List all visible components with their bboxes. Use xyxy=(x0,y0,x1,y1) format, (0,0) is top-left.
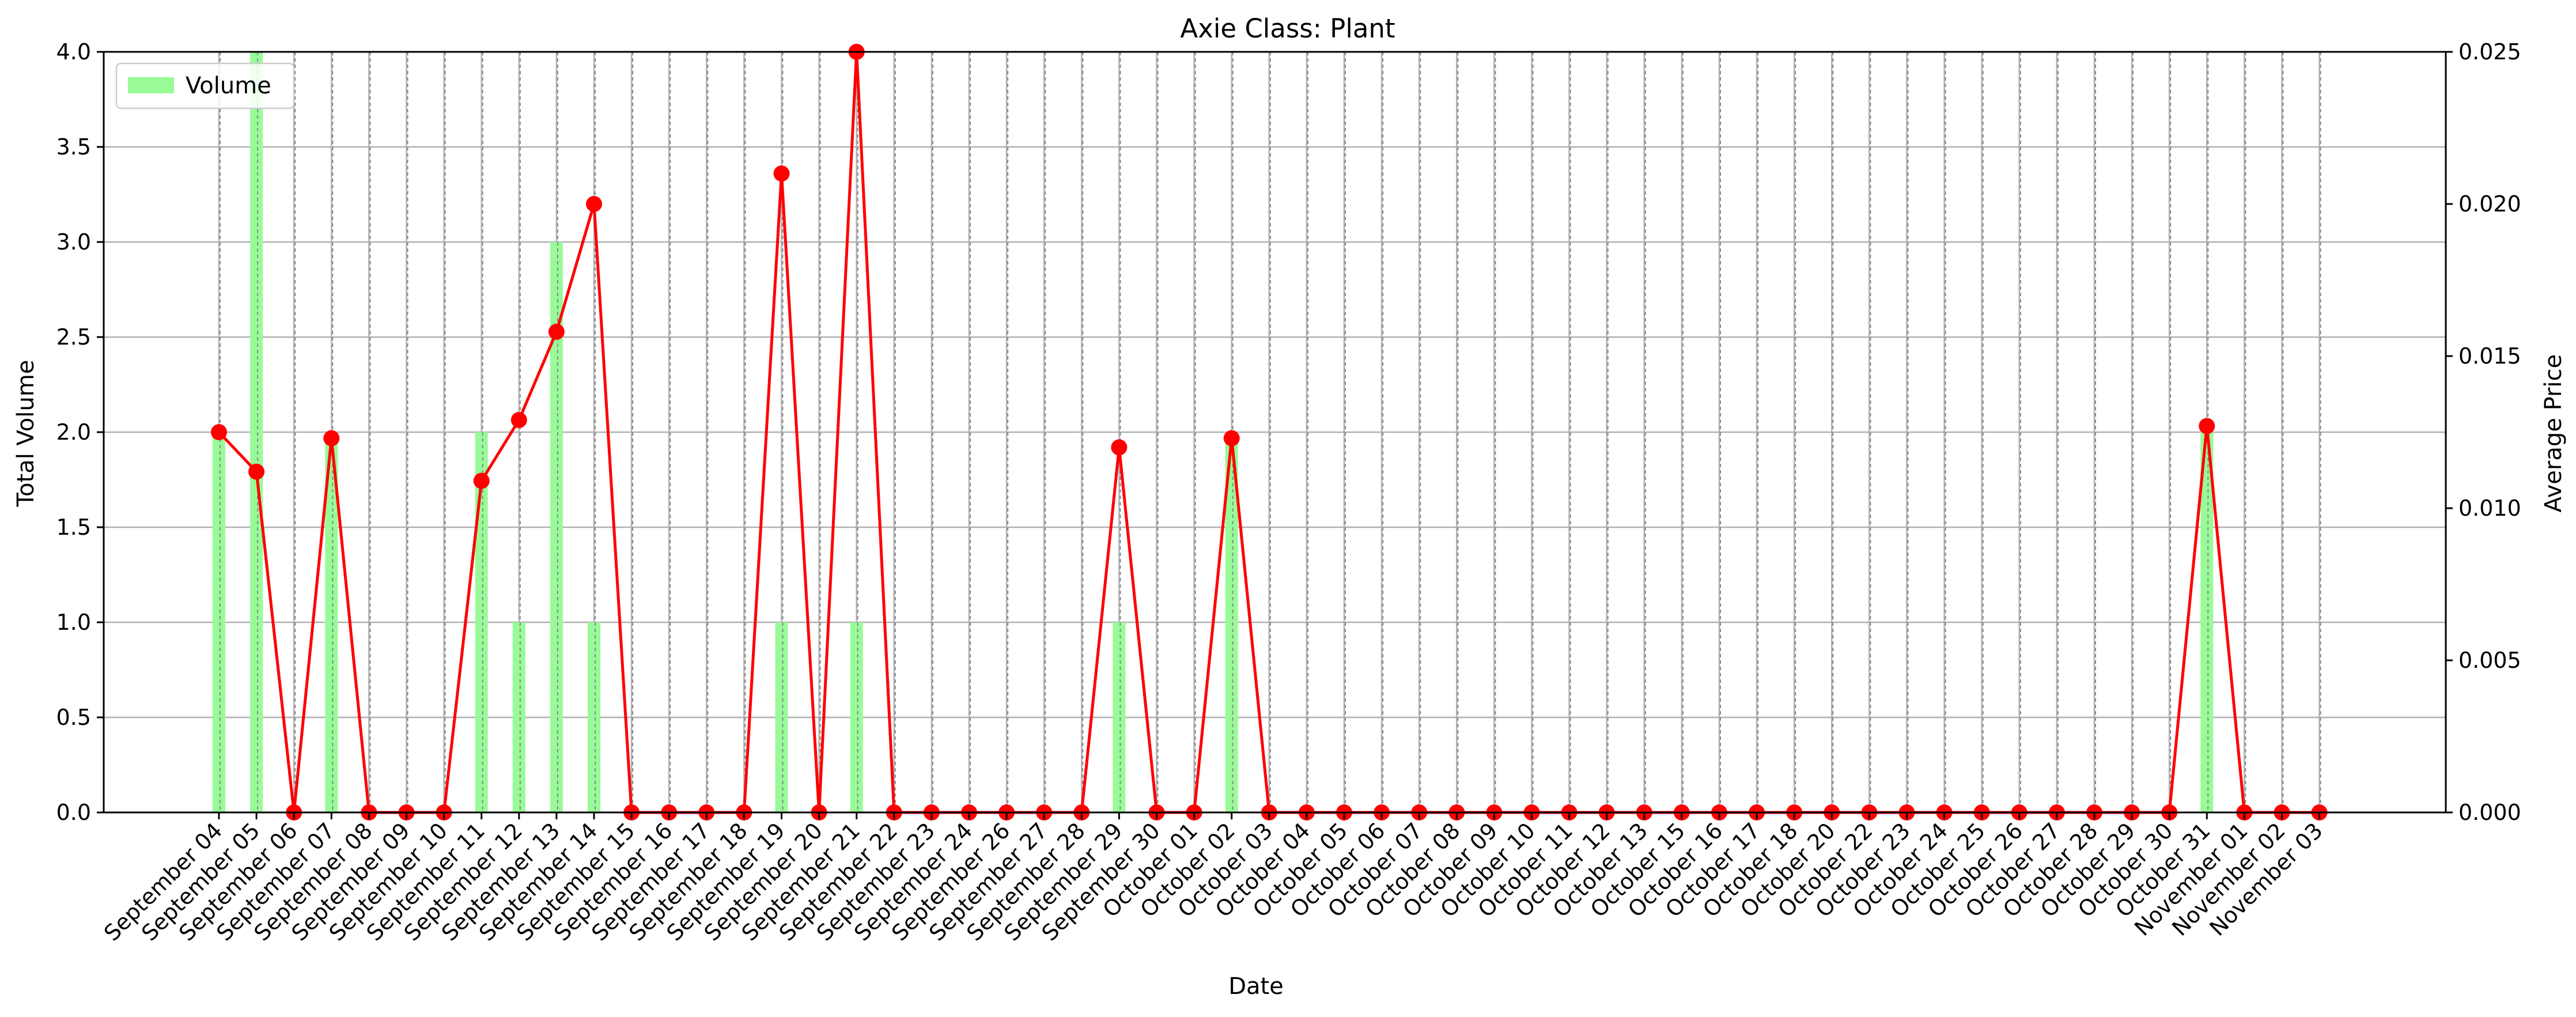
bar xyxy=(475,432,488,812)
dashed-lines xyxy=(220,52,2321,812)
bar xyxy=(850,622,863,812)
y-tick-label: 1.5 xyxy=(56,515,91,540)
price-point xyxy=(211,424,227,440)
y-tick-label: 2.5 xyxy=(56,324,91,350)
price-point xyxy=(548,323,565,340)
y-tick-label: 2.0 xyxy=(56,419,91,445)
y2-tick-label: 0.005 xyxy=(2458,648,2521,673)
y2-tick-label: 0.020 xyxy=(2458,191,2521,217)
price-point xyxy=(248,463,265,480)
y2-tick-label: 0.000 xyxy=(2458,800,2521,825)
bar xyxy=(250,52,263,812)
bar xyxy=(775,622,788,812)
y-axis-ticks: 0.0 0.5 1.0 1.5 2.0 2.5 3.0 3.5 4.0 xyxy=(56,39,104,825)
price-point xyxy=(1223,430,1240,447)
price-point xyxy=(586,196,602,212)
bar xyxy=(1225,432,1238,812)
price-point xyxy=(323,430,340,447)
price-point xyxy=(773,165,790,182)
price-point xyxy=(2199,418,2215,434)
y-tick-label: 3.0 xyxy=(56,229,91,255)
chart-title: Axie Class: Plant xyxy=(1180,13,1395,44)
y-tick-label: 4.0 xyxy=(56,39,91,65)
y2-axis-label: Average Price xyxy=(2540,354,2567,513)
y2-tick-label: 0.010 xyxy=(2458,496,2521,521)
volume-bars xyxy=(213,52,2214,812)
legend-swatch xyxy=(128,77,174,93)
bar xyxy=(325,432,338,812)
y2-axis-ticks: 0.000 0.005 0.010 0.015 0.020 0.025 xyxy=(2446,39,2521,825)
price-point xyxy=(1111,439,1128,456)
y2-tick-label: 0.015 xyxy=(2458,343,2521,369)
bar xyxy=(2200,432,2214,812)
price-point xyxy=(473,472,490,489)
y-tick-label: 0.0 xyxy=(56,800,91,825)
legend: Volume xyxy=(115,62,295,109)
bar xyxy=(588,622,600,812)
legend-label: Volume xyxy=(186,73,271,99)
price-point xyxy=(510,411,527,428)
grid-lines xyxy=(104,51,2446,814)
y-tick-label: 3.5 xyxy=(56,134,91,160)
bar xyxy=(1113,622,1126,812)
y2-tick-label: 0.025 xyxy=(2458,39,2521,65)
y-tick-label: 0.5 xyxy=(56,705,91,730)
y-tick-label: 1.0 xyxy=(56,610,91,635)
legend-box xyxy=(115,62,295,109)
y-axis-label: Total Volume xyxy=(13,360,39,508)
bar xyxy=(213,432,225,812)
x-axis-label: Date xyxy=(1228,973,1284,1000)
bar xyxy=(550,242,563,812)
bar xyxy=(512,622,525,812)
